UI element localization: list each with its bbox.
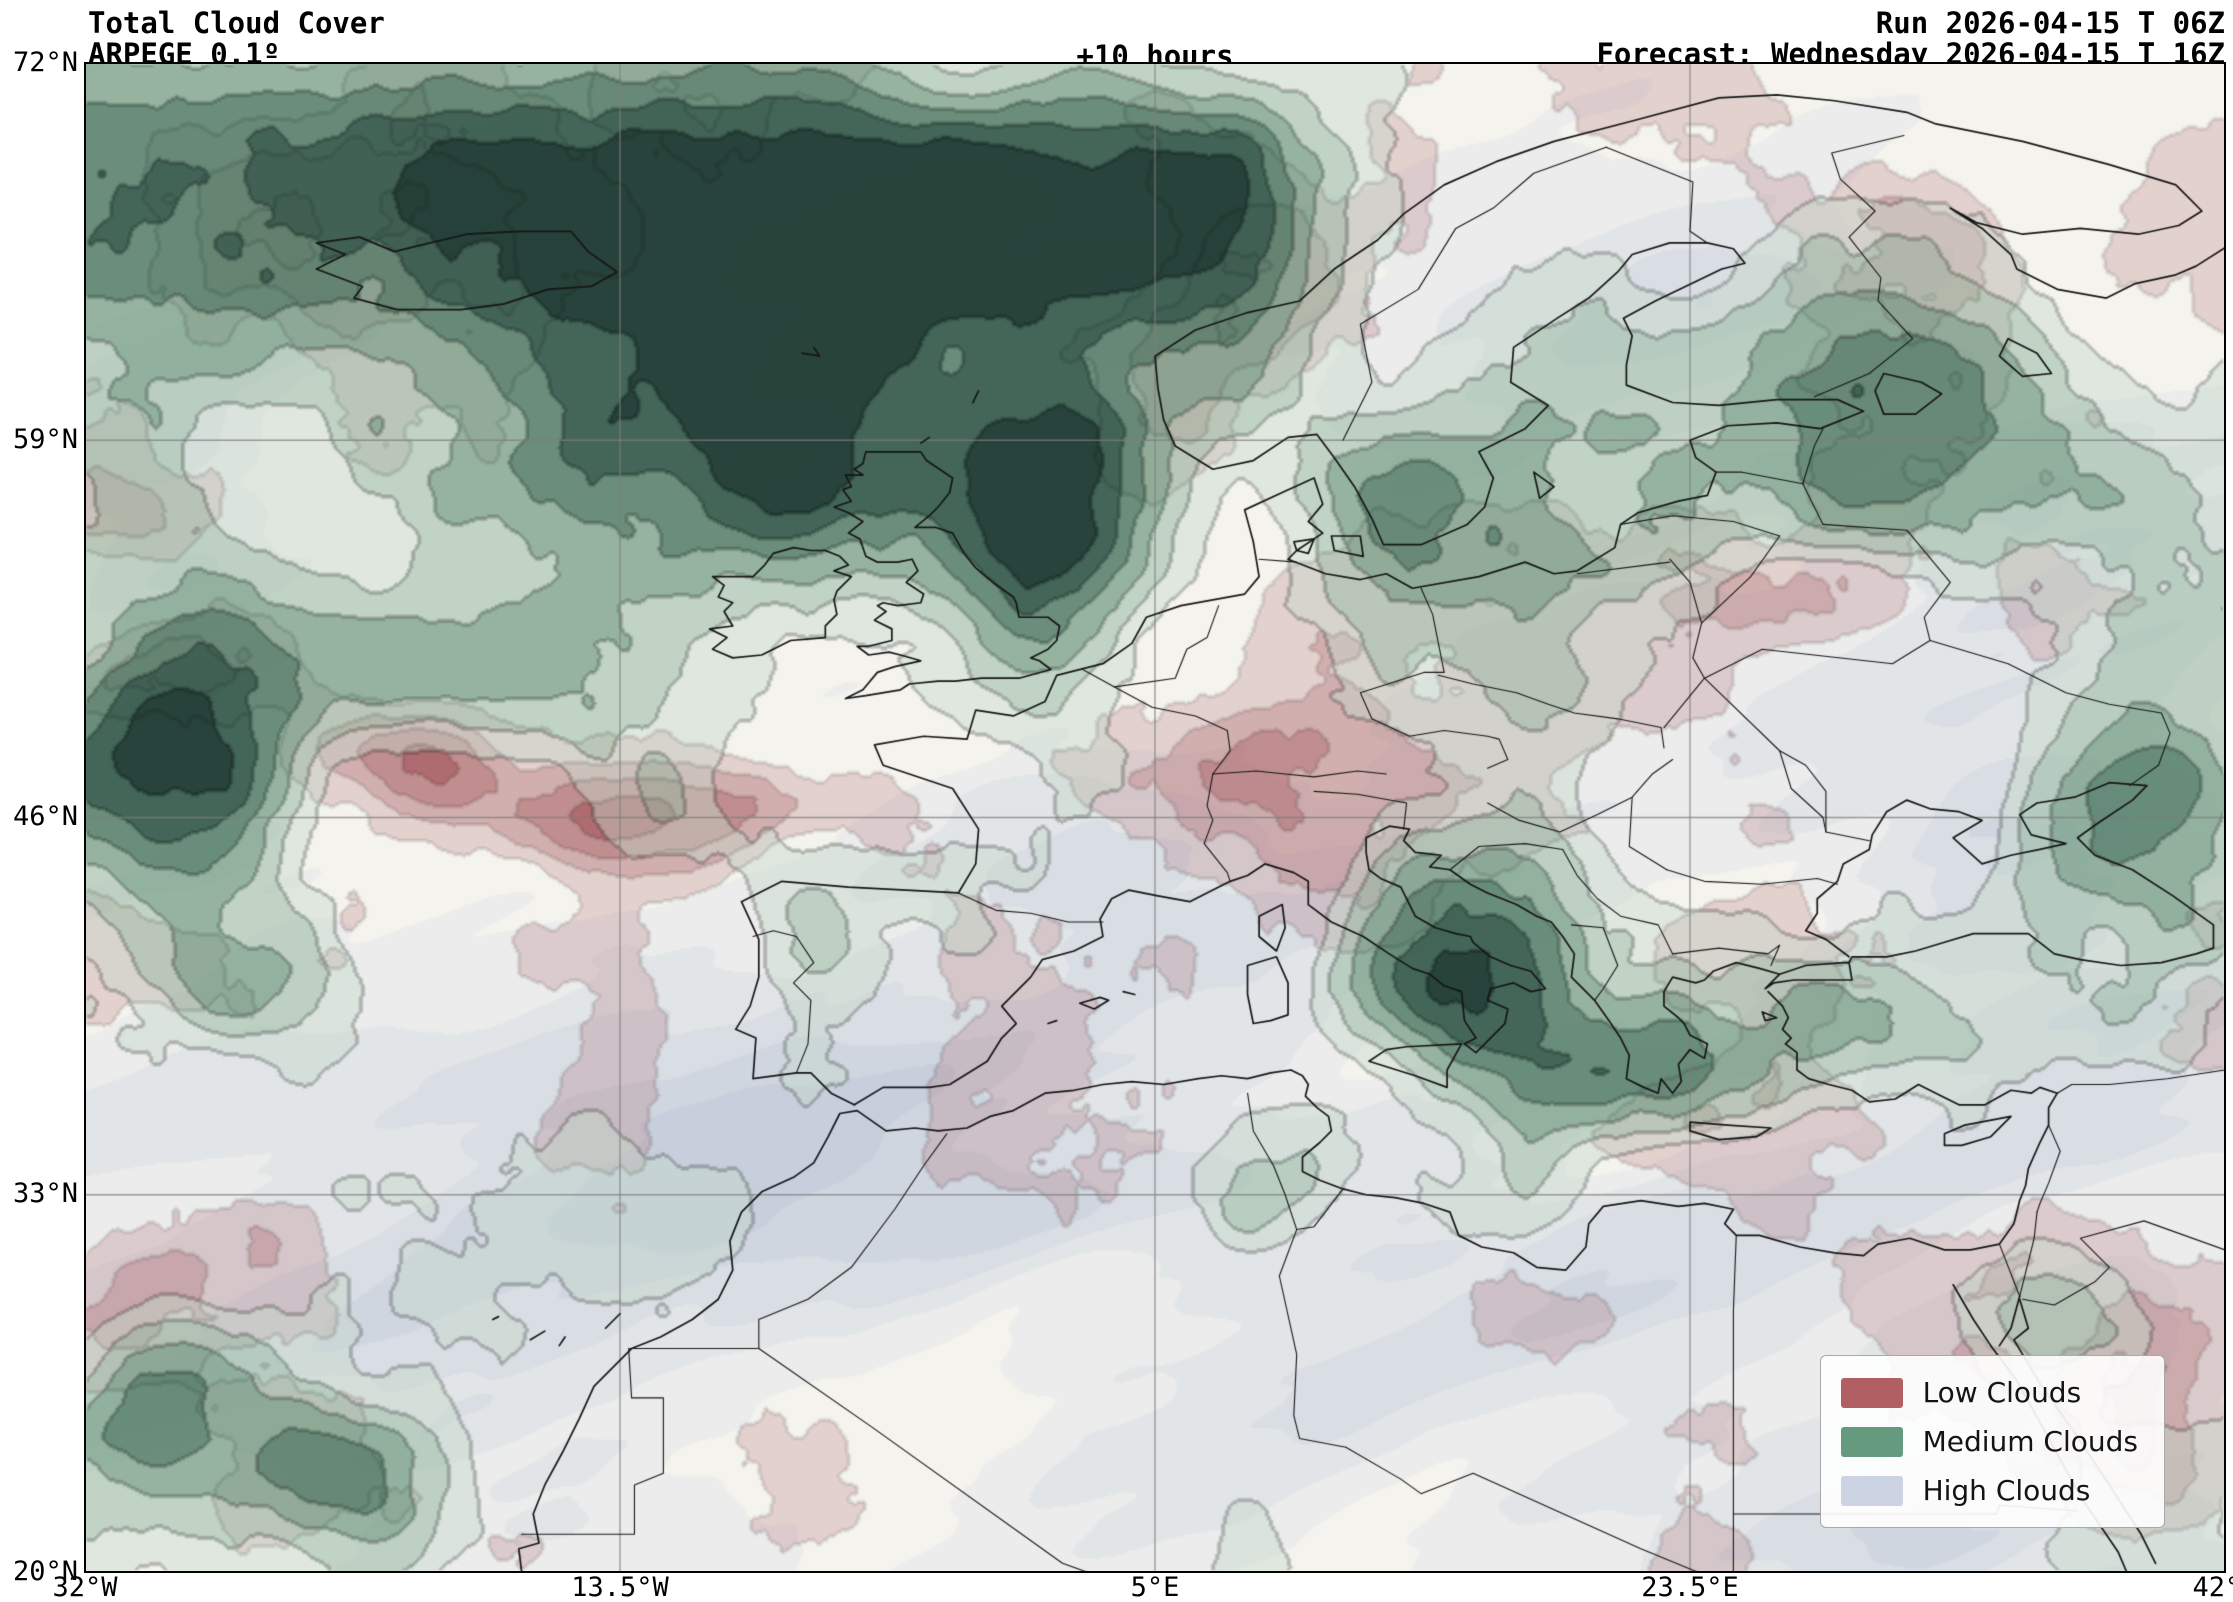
map-area: Low Clouds Medium Clouds High Clouds — [85, 63, 2225, 1572]
legend-item-high-clouds: High Clouds — [1840, 1474, 2138, 1507]
y-tick-label: 33°N — [12, 1178, 78, 1209]
medium-clouds-label: Medium Clouds — [1922, 1425, 2138, 1458]
x-tick-label: 32°W — [52, 1572, 118, 1602]
cloud-cover-map-canvas — [85, 63, 2225, 1572]
y-tick-label: 20°N — [12, 1556, 78, 1587]
header-right: Run 2026-04-15 T 06Z Forecast: Wednesday … — [1596, 8, 2225, 70]
legend-item-low-clouds: Low Clouds — [1840, 1376, 2138, 1409]
y-tick-label: 46°N — [12, 801, 78, 832]
low-clouds-swatch — [1840, 1377, 1903, 1408]
x-tick-label: 42°E — [2192, 1572, 2233, 1602]
y-tick-label: 59°N — [12, 424, 78, 455]
high-clouds-label: High Clouds — [1922, 1474, 2091, 1507]
low-clouds-label: Low Clouds — [1922, 1376, 2082, 1409]
header-left: Total Cloud Cover ARPEGE 0.1º — [88, 8, 385, 70]
legend: Low Clouds Medium Clouds High Clouds — [1819, 1355, 2165, 1528]
x-tick-label: 13.5°W — [571, 1572, 669, 1602]
high-clouds-swatch — [1840, 1475, 1903, 1506]
y-tick-label: 72°N — [12, 47, 78, 78]
legend-item-medium-clouds: Medium Clouds — [1840, 1425, 2138, 1458]
run-label: Run 2026-04-15 T 06Z — [1875, 6, 2225, 40]
map-title: Total Cloud Cover — [88, 6, 385, 40]
x-tick-label: 5°E — [1130, 1572, 1180, 1602]
medium-clouds-swatch — [1840, 1426, 1903, 1457]
x-tick-label: 23.5°E — [1641, 1572, 1739, 1602]
